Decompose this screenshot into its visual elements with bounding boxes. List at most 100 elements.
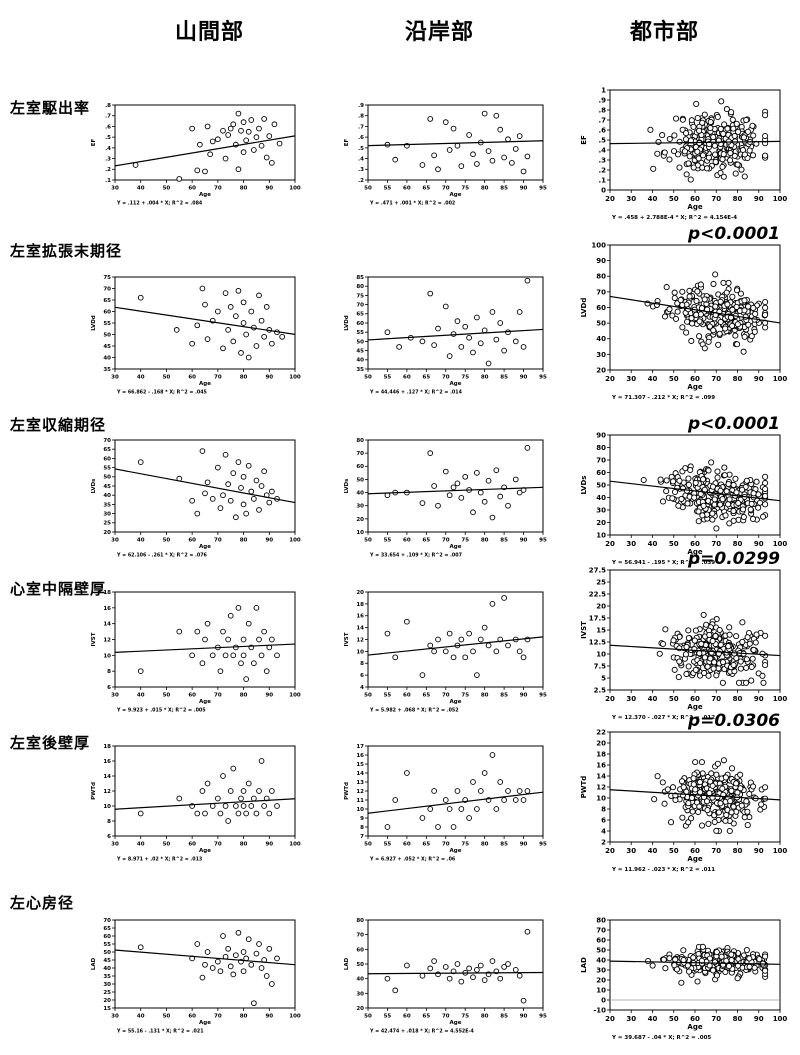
data-point <box>762 632 769 639</box>
data-point <box>733 287 741 294</box>
x-tick-label: 90 <box>520 842 528 848</box>
y-axis-label: LVDd <box>580 298 588 318</box>
data-point <box>654 150 661 157</box>
data-point <box>431 342 437 348</box>
data-point <box>674 151 682 158</box>
x-tick-label: 85 <box>500 186 508 192</box>
data-point <box>734 321 741 328</box>
x-tick-label: 85 <box>500 842 508 848</box>
data-point <box>762 304 769 311</box>
scatter-panel-r1c2: 20 30 40 50 60 70 80 90 100 20 30 40 50 60 70 80 90 100 Ag… <box>580 224 787 401</box>
data-point <box>719 163 726 170</box>
y-tick-label: 13 <box>356 780 364 786</box>
data-point <box>711 496 718 503</box>
data-point <box>176 176 183 182</box>
data-point <box>245 128 252 135</box>
data-point <box>720 173 727 180</box>
data-point <box>233 514 239 521</box>
data-point <box>720 279 727 286</box>
data-point <box>516 648 523 655</box>
x-tick-label: 90 <box>520 693 528 699</box>
data-point <box>733 780 740 787</box>
data-point <box>251 1000 257 1007</box>
regression-line <box>114 468 296 504</box>
y-tick-label: 55 <box>103 942 111 948</box>
y-tick-label: 30 <box>356 991 364 997</box>
data-point <box>685 800 692 807</box>
data-point <box>734 975 741 982</box>
data-point <box>474 967 480 973</box>
data-point <box>749 515 757 523</box>
y-tick-label: 4 <box>360 685 364 691</box>
data-point <box>427 450 434 456</box>
x-tick-label: 65 <box>423 375 431 381</box>
data-point <box>477 489 484 496</box>
y-axis-label: IVST <box>344 632 350 646</box>
data-point <box>266 499 273 506</box>
data-point <box>708 770 715 777</box>
data-point <box>655 138 662 146</box>
data-point <box>685 481 692 488</box>
x-tick-label: 30 <box>111 375 119 381</box>
x-tick-label: 90 <box>265 375 273 381</box>
x-axis-label: Age <box>450 699 462 705</box>
data-point <box>419 500 426 506</box>
data-point <box>266 810 273 817</box>
y-tick-label: 45 <box>356 349 364 355</box>
data-point <box>748 677 755 684</box>
data-point <box>701 654 708 661</box>
regression-equation: Y = 5.982 + .068 * X; R^2 = .052 <box>369 708 459 714</box>
y-tick-label: .8 <box>358 114 364 120</box>
data-point <box>481 110 488 117</box>
data-point <box>392 797 399 803</box>
data-point <box>732 170 739 177</box>
data-point <box>677 297 684 304</box>
data-point <box>458 978 465 985</box>
x-tick-label: 80 <box>733 375 743 383</box>
x-tick-label: 100 <box>773 375 788 383</box>
x-tick-label: 85 <box>500 375 508 381</box>
data-point <box>466 965 472 972</box>
data-point <box>474 470 480 476</box>
data-point <box>235 110 242 117</box>
regression-line <box>367 636 544 656</box>
x-tick-label: 20 <box>605 847 615 855</box>
x-tick-label: 50 <box>364 538 372 544</box>
data-point <box>699 512 706 519</box>
data-point <box>719 496 726 503</box>
data-point <box>728 109 735 116</box>
x-tick-label: 30 <box>626 695 636 703</box>
data-point <box>481 977 488 983</box>
data-point <box>739 486 746 493</box>
data-point <box>683 171 690 178</box>
data-point <box>217 810 224 817</box>
data-point <box>688 815 695 822</box>
data-point <box>760 679 767 686</box>
data-point <box>727 150 734 157</box>
data-point <box>670 637 677 644</box>
y-tick-label: 80 <box>356 918 364 924</box>
data-point <box>446 147 453 153</box>
x-tick-label: 95 <box>539 693 547 699</box>
data-point <box>235 166 242 173</box>
data-point <box>726 631 733 638</box>
data-point <box>253 477 260 484</box>
data-point <box>671 488 679 496</box>
data-point <box>706 631 713 639</box>
data-point <box>748 500 755 507</box>
data-point <box>676 138 683 145</box>
scatter-panel-r2c2: 20 30 40 50 60 70 80 90 100102030405060708090Age… <box>580 414 787 566</box>
data-point <box>258 142 265 149</box>
y-tick-label: 50 <box>356 339 364 345</box>
x-tick-label: 85 <box>500 693 508 699</box>
data-point <box>762 298 769 306</box>
data-point <box>392 654 399 661</box>
data-point <box>735 679 743 686</box>
scatter-panel-r1c0: 30 40 50 60 70 80 90 100 35 40 45 50 55 60 65 70 75 Age LV… <box>91 275 301 396</box>
y-tick-label: 80 <box>596 444 606 452</box>
data-point <box>682 465 689 472</box>
data-point <box>759 650 766 657</box>
data-point <box>762 662 769 669</box>
y-tick-label: .3 <box>598 156 606 164</box>
x-axis-label: Age <box>450 848 462 854</box>
